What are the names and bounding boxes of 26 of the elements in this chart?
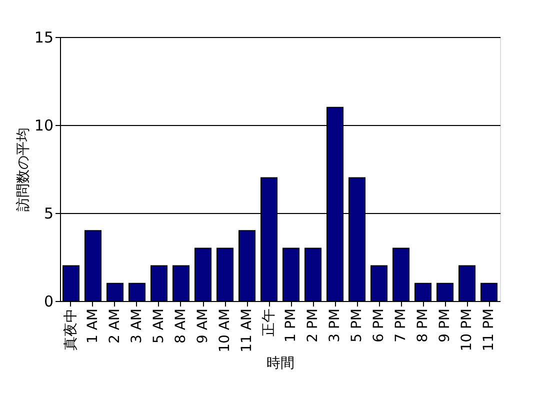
y-axis-title: 訪問数の平均 bbox=[15, 128, 32, 212]
x-tick-label: 3 PM bbox=[327, 308, 343, 342]
x-axis-title: 時間 bbox=[266, 355, 294, 372]
x-tick-label: 8 PM bbox=[415, 308, 431, 342]
x-tick-label: 8 AM bbox=[173, 308, 189, 344]
x-tick-label: 正午 bbox=[261, 308, 277, 336]
y-tick-label: 10 bbox=[34, 116, 54, 134]
x-tick-label: 11 PM bbox=[481, 308, 497, 352]
x-tick-label: 10 AM bbox=[217, 308, 233, 352]
x-tick-label: 9 PM bbox=[437, 308, 453, 342]
x-tick-label: 5 PM bbox=[349, 308, 365, 342]
x-tick-label: 7 PM bbox=[393, 308, 409, 342]
x-tick-label: 11 AM bbox=[239, 308, 255, 352]
x-tick-label: 6 PM bbox=[371, 308, 387, 342]
x-tick-label: 2 PM bbox=[305, 308, 321, 342]
y-tick-label: 5 bbox=[44, 204, 54, 222]
x-tick-label: 1 AM bbox=[85, 308, 101, 344]
x-tick-label: 10 PM bbox=[459, 308, 475, 352]
x-tick-label: 真夜中 bbox=[63, 308, 79, 350]
x-tick-label: 1 PM bbox=[283, 308, 299, 342]
x-tick-label: 5 AM bbox=[151, 308, 167, 344]
y-tick-label: 15 bbox=[34, 28, 54, 46]
x-tick-label: 3 AM bbox=[129, 308, 145, 344]
x-tick-label: 9 AM bbox=[195, 308, 211, 344]
y-tick-label: 0 bbox=[44, 292, 54, 310]
x-tick-label: 2 AM bbox=[107, 308, 123, 344]
